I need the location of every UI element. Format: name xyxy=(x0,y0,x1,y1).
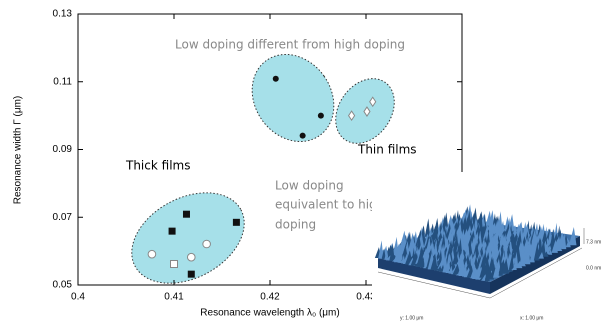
annotation: equivalent to high xyxy=(275,198,384,212)
inset-bottom-label: 0.0 nm xyxy=(586,265,601,271)
inset-y-label: y: 1.00 μm xyxy=(400,315,423,321)
chart: Resonance width Γ (μm) Resonance wavelen… xyxy=(0,0,609,328)
cluster-thick xyxy=(116,175,260,302)
annotation: Low doping xyxy=(275,179,344,193)
y-axis-label: Resonance width Γ (μm) xyxy=(13,96,24,205)
point xyxy=(148,250,156,258)
point xyxy=(188,271,195,278)
point xyxy=(187,253,195,261)
annotation: Low doping different from high doping xyxy=(175,38,405,52)
point xyxy=(300,133,306,139)
x-tick-label: 0.4 xyxy=(71,292,85,303)
y-tick-label: 0.05 xyxy=(53,280,73,291)
point xyxy=(318,113,324,119)
inset-top-label: 7.3 nm xyxy=(586,239,601,245)
y-tick-label: 0.13 xyxy=(53,9,73,20)
cluster-high xyxy=(235,39,350,158)
inset-x-label: x: 1.00 μm xyxy=(520,315,543,321)
x-axis-label: Resonance wavelength λ₀ (μm) xyxy=(200,308,339,319)
annotation: Thick films xyxy=(125,159,190,173)
annotation: doping xyxy=(275,218,316,232)
point xyxy=(183,211,190,218)
x-tick-label: 0.42 xyxy=(260,292,280,303)
point xyxy=(233,219,240,226)
point xyxy=(203,240,211,248)
point xyxy=(273,76,279,82)
y-tick-label: 0.09 xyxy=(53,144,73,155)
x-tick-label: 0.41 xyxy=(164,292,184,303)
inset: 7.3 nm 0.0 nm y: 1.00 μm x: 1.00 μm xyxy=(372,172,609,328)
annotation: Thin films xyxy=(357,143,417,157)
point xyxy=(171,260,178,267)
y-tick-label: 0.07 xyxy=(53,212,73,223)
point xyxy=(169,228,176,235)
y-tick-label: 0.11 xyxy=(53,76,72,87)
